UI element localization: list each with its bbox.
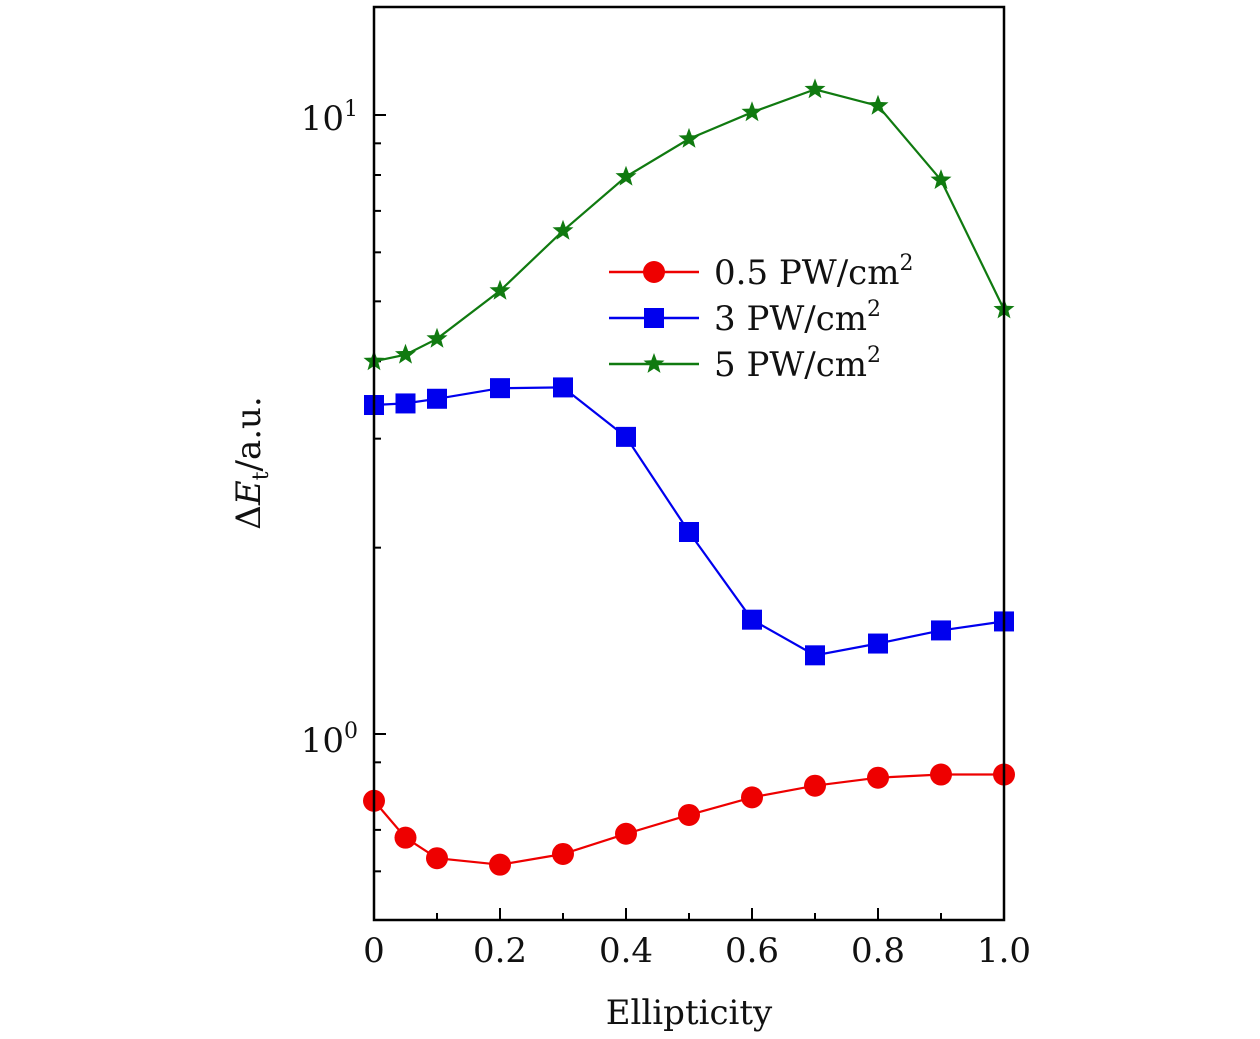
data-point-square [868, 633, 888, 654]
data-point-circle [678, 803, 700, 826]
legend-label-sup: 2 [867, 297, 881, 322]
series-line-2 [373, 88, 1005, 363]
data-point-circle [615, 822, 637, 845]
data-point-square [395, 393, 416, 414]
legend-label-main: 5 PW/cm [714, 345, 867, 385]
y-axis-symbol: E [229, 480, 269, 506]
data-point-star [930, 169, 952, 189]
legend: 0.5 PW/cm2 3 PW/cm2 5 PW/cm2 [609, 251, 913, 385]
x-tick-labels: 0 0.2 0.4 0.6 0.8 1.0 [363, 931, 1031, 971]
data-point-square [616, 426, 636, 447]
x-tick-label: 0.8 [851, 931, 905, 971]
x-tick-label: 0.6 [725, 931, 779, 971]
legend-marker-square [644, 308, 664, 328]
data-point-circle [552, 842, 574, 865]
data-point-square [553, 377, 573, 398]
data-point-star [741, 101, 763, 122]
x-tick-label: 0.2 [473, 931, 527, 971]
legend-star-shape [643, 353, 665, 373]
legend-label-sup: 2 [867, 343, 881, 368]
data-point-circle [426, 847, 448, 870]
x-axis-title: Ellipticity [606, 993, 773, 1033]
data-point-star [395, 343, 416, 364]
data-point-star [804, 78, 826, 99]
legend-label-2: 5 PW/cm2 [714, 343, 881, 385]
data-point-circle [930, 763, 952, 786]
y-tick-exponent: 0 [344, 719, 358, 744]
data-point-star [552, 219, 574, 240]
data-point-star [867, 94, 889, 115]
data-point-star [489, 279, 511, 300]
legend-label-main: 3 PW/cm [714, 299, 867, 339]
plot-frame [372, 5, 1006, 922]
series-line-1 [373, 386, 1005, 657]
y-axis-delta: Δ [229, 505, 269, 530]
legend-label-1: 3 PW/cm2 [714, 297, 881, 339]
data-point-square [490, 378, 510, 399]
y-axis-unit: /a.u. [229, 396, 269, 471]
y-axis-title: ΔEt/a.u. [229, 396, 274, 529]
x-tick-label: 1.0 [977, 931, 1031, 971]
legend-marker-star [643, 353, 665, 373]
series-lines [373, 88, 1005, 866]
y-tick-label-10-1: 101 [301, 97, 358, 139]
y-tick-base: 10 [301, 99, 344, 139]
data-point-square [931, 620, 951, 641]
data-point-square [742, 609, 762, 630]
data-point-circle [489, 853, 511, 876]
data-point-circle [394, 826, 417, 849]
x-tick-label: 0.4 [599, 931, 653, 971]
x-tick-label: 0 [363, 931, 385, 971]
data-point-circle [804, 774, 826, 797]
data-point-circle [867, 766, 889, 789]
data-point-circle [741, 786, 763, 809]
y-tick-base: 10 [301, 721, 344, 761]
data-point-star [615, 165, 637, 186]
data-point-star [678, 127, 700, 148]
y-axis-subscript: t [249, 471, 274, 480]
y-tick-labels: 101 100 [301, 97, 358, 761]
y-tick-label-10-0: 100 [301, 719, 358, 761]
legend-label-0: 0.5 PW/cm2 [714, 251, 913, 293]
y-tick-exponent: 1 [344, 97, 358, 122]
legend-marker-circle [643, 261, 665, 283]
data-point-square [679, 521, 699, 542]
data-point-square [805, 645, 825, 666]
series-markers [363, 78, 1015, 876]
data-point-star [426, 327, 448, 348]
legend-label-main: 0.5 PW/cm [714, 253, 899, 293]
axis-ticks [373, 114, 1005, 920]
legend-label-sup: 2 [899, 251, 913, 276]
data-point-square [427, 388, 447, 409]
